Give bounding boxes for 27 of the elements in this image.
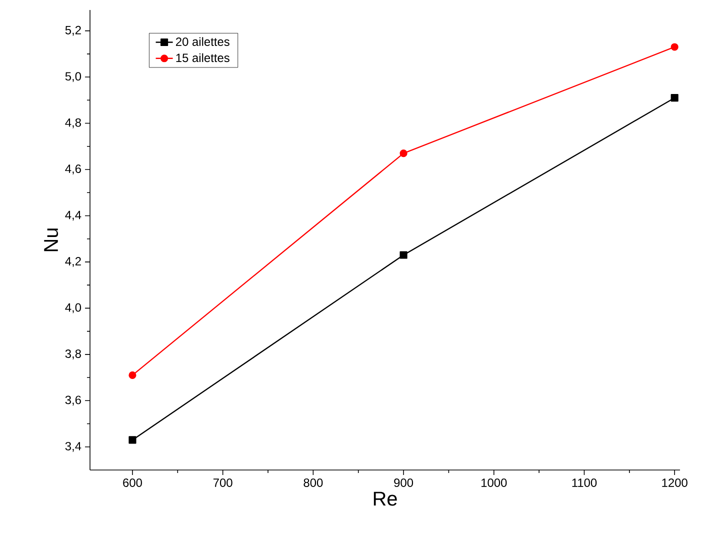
y-axis-title: Nu — [44, 228, 58, 252]
point — [128, 371, 136, 380]
y-tick-label: 4,4 — [65, 210, 82, 221]
x-tick-label: 900 — [394, 478, 414, 487]
point — [670, 94, 678, 102]
x-axis-title: Re — [374, 492, 397, 506]
y-tick-label: 4,8 — [65, 118, 81, 128]
point — [400, 150, 408, 158]
y-tick-label: 3,6 — [65, 396, 81, 406]
point — [400, 251, 408, 259]
x-tick-label: 800 — [304, 478, 323, 487]
y-tick-label: 3,4 — [65, 442, 82, 452]
point — [670, 43, 678, 51]
y-tick-label: 4,6 — [65, 164, 81, 174]
y-tick-label: 5,2 — [65, 26, 81, 36]
y-tick-label: 5,0 — [65, 72, 82, 82]
y-tick-label: 4,2 — [65, 257, 81, 267]
x-tick-label: 600 — [123, 478, 142, 487]
x-tick-label: 1000 — [481, 478, 507, 487]
y-tick-label: 3,8 — [65, 349, 81, 360]
legend-label: 15 ailettes — [176, 53, 230, 62]
legend-label: 20 ailettes — [176, 37, 230, 46]
y-tick-label: 4,0 — [65, 303, 82, 314]
x-tick-label: 700 — [213, 478, 232, 487]
point — [128, 436, 136, 444]
x-tick-label: 1200 — [662, 478, 688, 487]
x-tick-label: 1100 — [572, 478, 597, 487]
